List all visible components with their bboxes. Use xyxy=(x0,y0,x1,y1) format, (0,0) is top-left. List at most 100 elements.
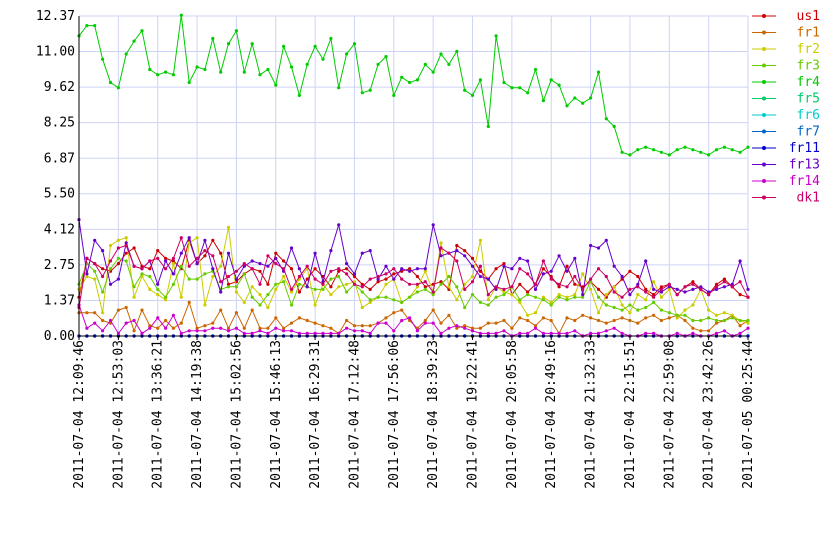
data-point xyxy=(164,326,168,330)
data-point xyxy=(652,287,656,291)
data-point xyxy=(494,34,498,38)
data-point xyxy=(612,290,616,294)
data-point xyxy=(486,124,490,129)
x-tick-label: 2011-07-04 14:19:38 xyxy=(190,340,205,489)
data-point xyxy=(502,80,506,85)
data-point xyxy=(573,274,577,279)
data-point xyxy=(620,274,624,279)
legend-item-fr7: fr7 xyxy=(752,125,820,140)
data-point xyxy=(226,326,231,330)
data-point xyxy=(179,321,183,325)
data-point xyxy=(478,274,482,279)
data-point xyxy=(431,293,435,297)
data-point xyxy=(510,86,514,90)
data-point xyxy=(714,313,719,317)
data-point xyxy=(376,295,380,299)
data-point xyxy=(93,238,97,242)
data-point xyxy=(628,311,632,315)
data-point xyxy=(478,331,482,335)
data-point xyxy=(636,285,640,289)
data-point xyxy=(423,269,427,273)
data-point xyxy=(226,274,231,279)
data-point xyxy=(171,73,175,77)
data-point xyxy=(226,225,231,229)
data-point xyxy=(93,311,97,315)
data-point xyxy=(116,331,120,335)
data-point xyxy=(549,78,553,82)
data-point xyxy=(494,285,498,289)
data-point xyxy=(455,326,459,330)
data-point xyxy=(124,321,128,325)
data-point xyxy=(108,80,113,85)
data-point xyxy=(108,282,113,286)
data-point xyxy=(431,70,435,74)
data-point xyxy=(124,243,128,248)
data-point xyxy=(565,104,569,108)
data-point xyxy=(329,331,333,335)
data-point xyxy=(408,269,412,273)
data-point xyxy=(352,324,357,328)
data-point xyxy=(470,329,475,333)
legend-label: fr6 xyxy=(797,108,820,123)
y-axis-ticks: 0.00 1.37 2.75 4.12 5.50 6.87 8.25 9.62 11.00 12.… xyxy=(36,9,75,344)
data-point xyxy=(226,42,231,46)
data-point xyxy=(463,326,467,330)
y-tick-label: 2.75 xyxy=(44,258,75,273)
legend-swatch-marker xyxy=(762,179,766,183)
data-point xyxy=(557,254,561,258)
data-point xyxy=(423,267,427,271)
legend-swatch-marker xyxy=(762,113,766,117)
data-point xyxy=(368,298,372,302)
data-point xyxy=(124,241,128,245)
data-point xyxy=(518,282,522,286)
data-point xyxy=(746,287,750,291)
data-point xyxy=(612,124,616,129)
data-point xyxy=(455,259,459,263)
series-line-fr4 xyxy=(78,15,749,156)
data-point xyxy=(392,329,396,333)
legend-item-fr5: fr5 xyxy=(752,92,820,107)
data-point xyxy=(691,280,695,284)
data-point xyxy=(620,331,624,335)
data-point xyxy=(400,308,404,312)
series-fr2 xyxy=(77,225,750,325)
data-point xyxy=(203,67,207,72)
data-point xyxy=(171,313,175,317)
data-point xyxy=(187,329,191,333)
data-point xyxy=(455,298,459,302)
data-point xyxy=(266,264,270,268)
data-point xyxy=(85,272,89,276)
data-point xyxy=(313,267,317,271)
data-point xyxy=(101,318,105,323)
data-point xyxy=(565,264,569,268)
data-point xyxy=(533,287,538,291)
series-line-fr13 xyxy=(78,219,749,296)
data-point xyxy=(463,88,467,92)
data-point xyxy=(730,316,734,320)
data-point xyxy=(297,93,301,97)
data-point xyxy=(722,280,727,284)
data-point xyxy=(400,300,404,304)
data-point xyxy=(683,318,687,323)
data-point xyxy=(203,249,207,253)
data-point xyxy=(455,324,459,328)
data-point xyxy=(431,223,435,227)
data-point xyxy=(589,96,593,100)
data-point xyxy=(116,262,120,266)
data-point xyxy=(455,49,459,54)
data-point xyxy=(652,300,656,304)
data-point xyxy=(219,308,223,312)
data-point xyxy=(187,241,191,245)
x-axis-ticks: 2011-07-04 12:09:46 2011-07-04 12:53:03 20… xyxy=(72,336,756,489)
data-point xyxy=(463,305,467,310)
data-point xyxy=(510,326,514,330)
data-point xyxy=(636,148,640,152)
data-point xyxy=(714,287,719,291)
data-point xyxy=(738,293,742,297)
data-point xyxy=(93,321,97,325)
legend-swatch-marker xyxy=(762,162,766,167)
data-point xyxy=(211,274,215,279)
data-point xyxy=(203,238,207,242)
data-point xyxy=(541,272,546,276)
